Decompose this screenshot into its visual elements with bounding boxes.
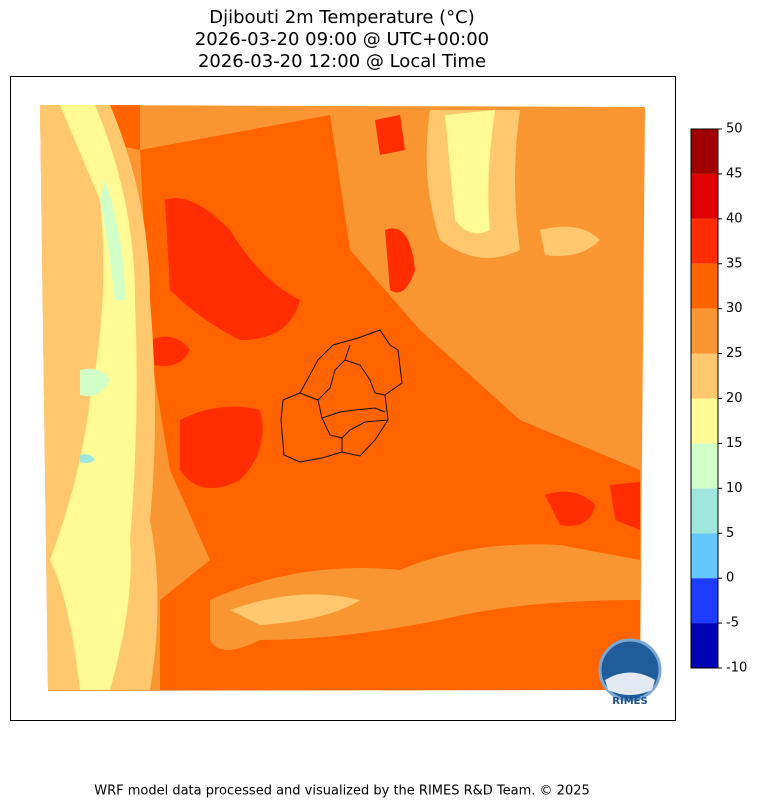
temperature-band (610, 482, 640, 530)
logo: RIMES (598, 638, 662, 707)
temperature-band (445, 110, 495, 234)
temperature-band (375, 115, 405, 155)
temperature-band (385, 228, 415, 293)
colorbar-band (691, 578, 718, 624)
title-line: 2026-03-20 12:00 @ Local Time (198, 51, 486, 72)
colorbar-tick-label: 20 (726, 391, 743, 406)
temperature-band (100, 180, 125, 300)
colorbar-tick-label: 35 (726, 256, 743, 271)
colorbar-tick-label: -10 (726, 661, 747, 676)
temperature-band (540, 226, 600, 256)
temperature-band (150, 336, 190, 366)
temperature-band (210, 544, 640, 650)
colorbar-band (691, 218, 718, 264)
colorbar-tick-label: 5 (726, 526, 734, 541)
title-line: Djibouti 2m Temperature (°C) (209, 7, 475, 28)
djibouti-borders (280, 329, 403, 463)
colorbar-tick-label: 50 (726, 122, 743, 137)
colorbar-tick-label: 10 (726, 481, 743, 496)
colorbar-tick-label: 40 (726, 211, 743, 226)
temperature-band (80, 368, 110, 396)
colorbar-tick-label: 15 (726, 436, 743, 451)
footer: WRF model data processed and visualized … (94, 784, 590, 799)
colorbar-band (691, 173, 718, 219)
colorbar-band (691, 263, 718, 309)
title-line: 2026-03-20 09:00 @ UTC+00:00 (195, 29, 489, 50)
colorbar-band (691, 129, 718, 174)
colorbar-tick-label: 30 (726, 301, 743, 316)
colorbar-tick-label: 45 (726, 166, 743, 181)
temperature-band (545, 491, 595, 526)
colorbar: -10 -5 0 5 10 15 20 25 30 35 40 45 50 (690, 122, 747, 676)
colorbar-band (691, 308, 718, 354)
colorbar-tick-label: 0 (726, 571, 734, 586)
temperature-band (180, 406, 263, 488)
colorbar-band (691, 623, 718, 668)
logo-text: RIMES (612, 696, 647, 707)
colorbar-band (691, 398, 718, 444)
temperature-band (230, 594, 360, 625)
temperature-band (165, 198, 300, 340)
temperature-band (80, 454, 95, 464)
colorbar-band (691, 353, 718, 399)
colorbar-band (691, 533, 718, 579)
colorbar-tick-label: -5 (726, 616, 739, 631)
temperature-field (40, 105, 645, 691)
colorbar-band (691, 488, 718, 534)
colorbar-tick-label: 25 (726, 346, 743, 361)
colorbar-band (691, 443, 718, 489)
